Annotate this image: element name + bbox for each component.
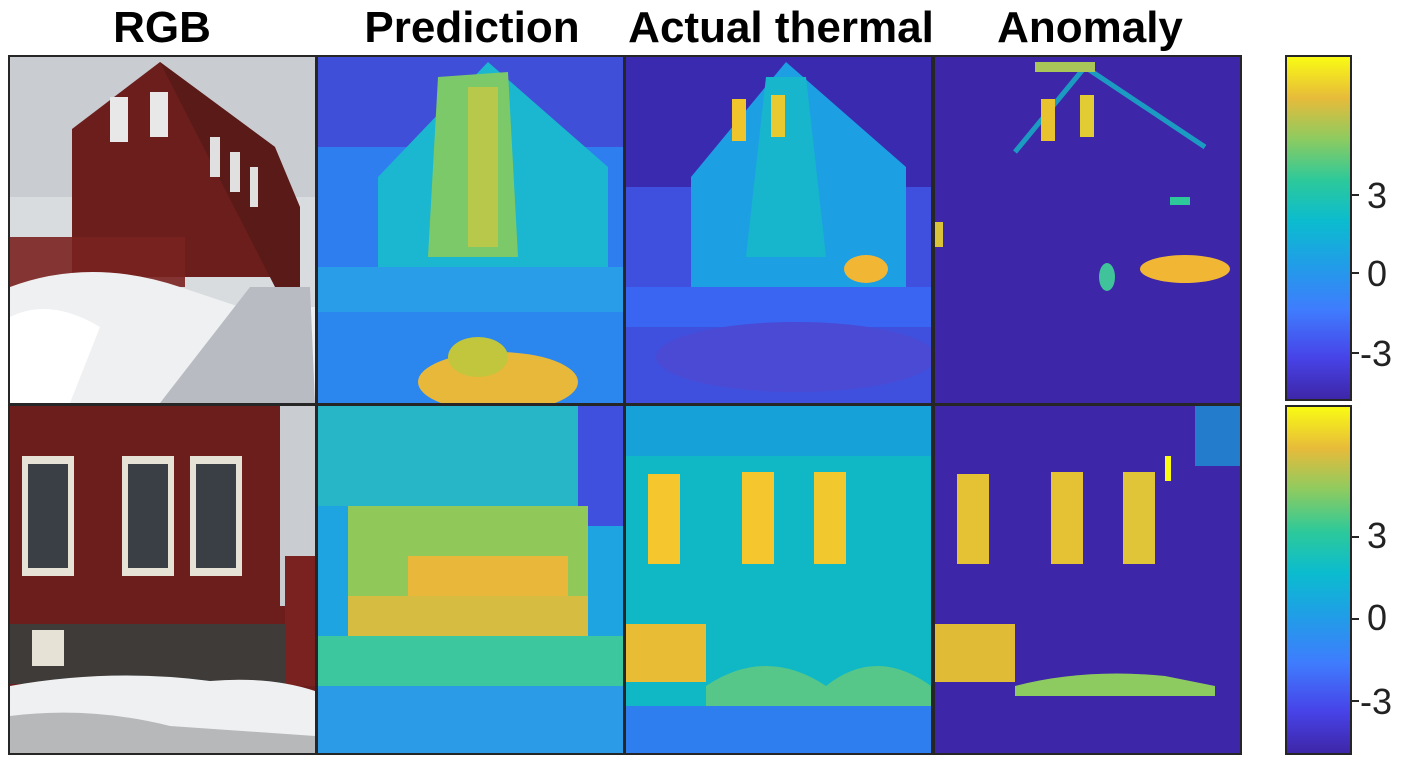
column-title-prediction: Prediction xyxy=(364,3,580,52)
prediction-image-row2 xyxy=(318,406,623,753)
anomaly-image-row1 xyxy=(935,57,1240,403)
actual-thermal-image-row1 xyxy=(626,57,931,403)
colorbar-tick xyxy=(1351,352,1359,354)
prediction-image-row1 xyxy=(318,57,623,403)
colorbar-label: 0 xyxy=(1367,253,1388,294)
colorbar-label: 3 xyxy=(1367,515,1388,556)
rgb-image-row2 xyxy=(10,406,315,753)
colorbar-label: -3 xyxy=(1360,333,1393,374)
column-title-anomaly: Anomaly xyxy=(997,3,1183,52)
colorbar-row1 xyxy=(1285,55,1352,401)
rgb-image-row1 xyxy=(10,57,315,403)
colorbar-tick xyxy=(1351,272,1359,274)
column-title-rgb: RGB xyxy=(113,3,211,52)
colorbar-tick xyxy=(1351,536,1359,538)
colorbar-label: -3 xyxy=(1360,681,1393,722)
actual-thermal-image-row2 xyxy=(626,406,931,753)
image-grid xyxy=(8,55,1242,755)
column-title-actual-thermal: Actual thermal xyxy=(628,3,934,52)
colorbar-label: 0 xyxy=(1367,597,1388,638)
colorbar-label: 3 xyxy=(1367,175,1388,216)
colorbar-tick xyxy=(1351,700,1359,702)
anomaly-image-row2 xyxy=(935,406,1240,753)
colorbar-tick xyxy=(1351,194,1359,196)
colorbar-row2 xyxy=(1285,405,1352,755)
colorbar-tick xyxy=(1351,618,1359,620)
